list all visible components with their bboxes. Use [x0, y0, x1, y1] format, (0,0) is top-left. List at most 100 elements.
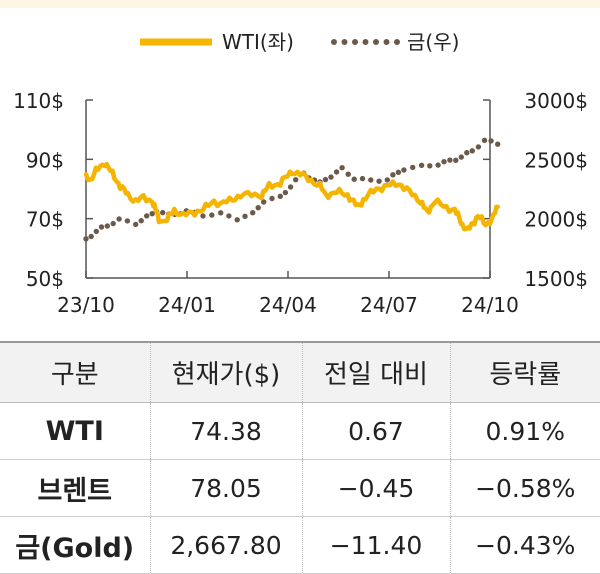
gold-data-point [242, 213, 248, 219]
current-price-cell: 2,667.80 [149, 516, 302, 574]
gold-data-point [234, 217, 240, 223]
gold-data-point [435, 162, 441, 168]
table-row: WTI 74.38 0.67 0.91% [0, 402, 600, 460]
gold-data-point [418, 162, 425, 168]
gold-data-point [475, 144, 482, 150]
gold-data-point [93, 228, 100, 235]
gold-data-point [282, 189, 289, 196]
gold-data-point [351, 176, 357, 182]
gold-data-point [481, 137, 488, 143]
gold-data-point [469, 148, 475, 154]
top-accent-strip [0, 0, 600, 8]
legend-swatch-gold [331, 39, 400, 45]
x-tick-label: 24/04 [259, 293, 317, 317]
gold-data-point [200, 213, 206, 219]
gold-series [83, 137, 501, 242]
gold-data-point [328, 174, 334, 180]
y-right-tick-label: 2500$ [524, 148, 588, 172]
gold-data-point [104, 223, 111, 229]
y-right-tick-label: 1500$ [524, 267, 588, 291]
gold-data-point [255, 205, 261, 211]
price-chart: WTI(좌) 금(우) 50$ 70$ 90$ 110$ 1500$ 2000$ 2500$… [13, 30, 588, 317]
gold-data-point [226, 213, 232, 219]
gold-data-point [458, 154, 464, 160]
gold-data-point [427, 163, 433, 169]
gold-data-point [376, 178, 382, 184]
gold-data-point [98, 224, 105, 230]
legend: WTI(좌) 금(우) [140, 30, 459, 54]
change-rate-cell: −0.58% [449, 459, 600, 517]
x-tick-label: 23/10 [57, 293, 115, 317]
gold-data-point [144, 213, 150, 219]
legend-dot [383, 39, 390, 45]
price-table: 구분 현재가($) 전일 대비 등락률 WTI 74.38 0.67 0.91%… [0, 341, 600, 574]
tick-labels: 50$ 70$ 90$ 110$ 1500$ 2000$ 2500$ 3000$ 23/10 24… [13, 89, 588, 317]
legend-dot [373, 39, 379, 45]
gold-data-point [149, 211, 155, 217]
axes [85, 100, 491, 279]
gold-data-point [453, 157, 459, 163]
y-right-tick-label: 2000$ [524, 208, 588, 232]
gold-data-point [464, 150, 470, 156]
y-left-tick-label: 70$ [26, 208, 64, 232]
gold-data-point [116, 216, 122, 222]
header-day-change: 전일 대비 [301, 341, 450, 403]
legend-dot [394, 39, 400, 45]
wti-line [83, 161, 500, 232]
x-tick-label: 24/10 [461, 293, 519, 317]
gold-data-point [124, 218, 131, 224]
gold-data-point [345, 171, 351, 177]
row-label: 브렌트 [0, 459, 150, 517]
legend-dot [352, 39, 358, 45]
legend-dot [362, 39, 369, 45]
legend-dot [341, 39, 348, 45]
table-header-row: 구분 현재가($) 전일 대비 등락률 [0, 341, 600, 403]
header-category: 구분 [0, 341, 150, 403]
gold-data-point [218, 210, 224, 216]
legend-dot [331, 39, 337, 45]
gold-data-point [160, 209, 166, 216]
gold-data-point [322, 176, 329, 183]
day-change-cell: 0.67 [301, 402, 450, 460]
gold-data-point [277, 193, 283, 199]
y-left-tick-label: 110$ [13, 89, 64, 113]
legend-label-wti: WTI(좌) [222, 30, 294, 54]
current-price-cell: 78.05 [149, 459, 302, 517]
legend-label-gold: 금(우) [407, 30, 459, 54]
day-change-cell: −0.45 [301, 459, 450, 517]
gold-data-point [384, 177, 390, 183]
gold-data-point [250, 210, 256, 216]
table-row: 금(Gold) 2,667.80 −11.40 −0.43% [0, 516, 600, 574]
y-left-tick-label: 50$ [26, 267, 64, 291]
gold-data-point [488, 138, 494, 144]
x-tick-label: 24/07 [360, 293, 418, 317]
gold-data-point [83, 236, 89, 242]
gold-data-point [339, 165, 345, 171]
gold-data-point [261, 199, 267, 205]
gold-data-point [333, 169, 340, 175]
day-change-cell: −11.40 [301, 516, 450, 574]
wti-series [83, 161, 500, 232]
header-current-price: 현재가($) [149, 341, 302, 403]
change-rate-cell: −0.43% [449, 516, 600, 574]
change-rate-cell: 0.91% [449, 402, 600, 460]
gold-data-point [269, 195, 275, 202]
gold-data-point [401, 167, 407, 173]
gold-data-point [441, 159, 447, 165]
gold-data-point [359, 175, 366, 182]
gold-data-point [495, 141, 501, 147]
x-tick-label: 24/01 [158, 293, 216, 317]
gold-data-point [390, 172, 396, 178]
gold-data-point [293, 177, 299, 183]
gold-data-point [88, 233, 94, 240]
row-label: WTI [0, 402, 150, 460]
gold-data-point [447, 157, 453, 163]
gold-data-point [410, 164, 416, 171]
y-right-tick-label: 3000$ [524, 89, 588, 113]
gold-data-point [395, 169, 402, 175]
gold-data-point [110, 220, 116, 227]
y-left-tick-label: 90$ [26, 148, 64, 172]
gold-data-point [138, 218, 144, 224]
current-price-cell: 74.38 [149, 402, 302, 460]
gold-data-point [287, 184, 294, 190]
